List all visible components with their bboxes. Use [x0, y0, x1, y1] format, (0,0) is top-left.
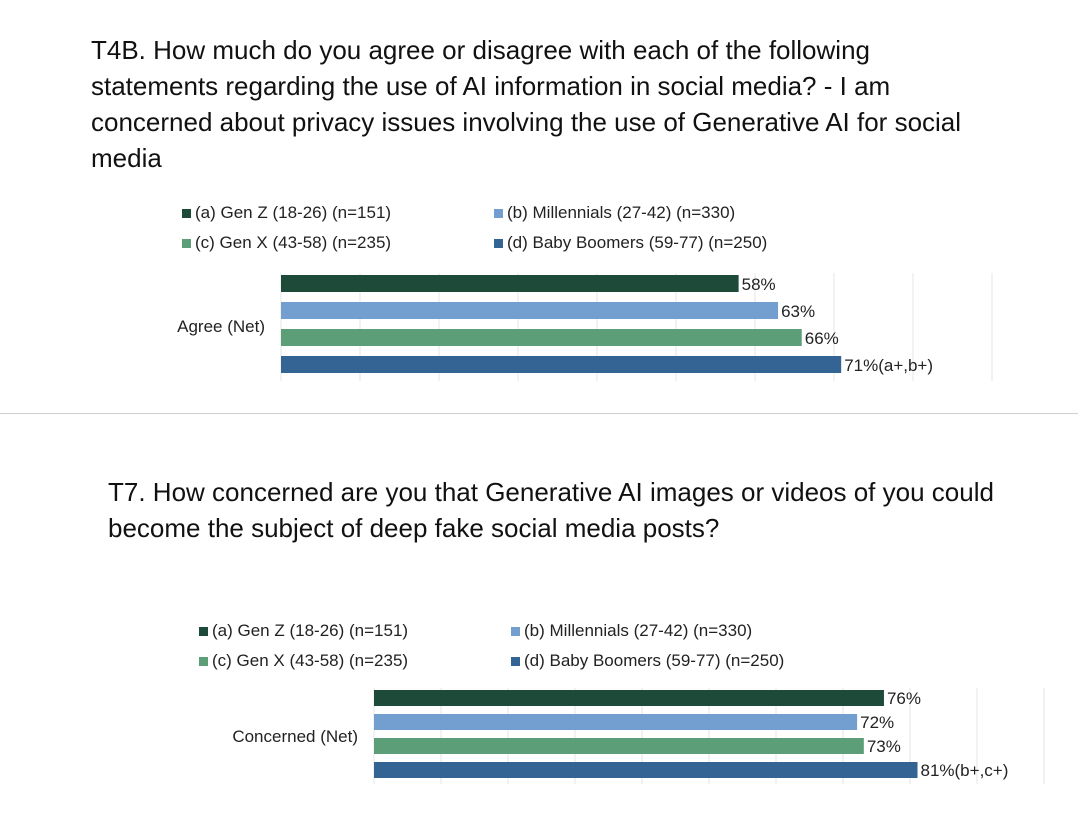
- legend-item-baby-boomers: (d) Baby Boomers (59-77) (n=250): [494, 228, 767, 258]
- legend-item-gen-z: (a) Gen Z (18-26) (n=151): [182, 198, 391, 228]
- bar: [374, 690, 884, 706]
- data-label: 81%(b+,c+): [921, 761, 1009, 780]
- chart-1-title: T4B. How much do you agree or disagree w…: [91, 35, 962, 173]
- legend-swatch: [494, 238, 503, 248]
- data-label: 63%: [781, 302, 815, 321]
- legend-swatch: [182, 238, 191, 248]
- data-label: 58%: [742, 275, 776, 294]
- legend-label: (b) Millennials (27-42) (n=330): [524, 621, 753, 640]
- legend-swatch: [182, 208, 191, 218]
- category-label: Agree (Net): [177, 317, 265, 336]
- bar: [281, 275, 739, 292]
- category-label: Concerned (Net): [232, 727, 358, 746]
- bar: [281, 356, 842, 373]
- bar: [374, 762, 918, 778]
- legend-label: (b) Millennials (27-42) (n=330): [507, 203, 736, 222]
- data-label: 71%(a+,b+): [844, 356, 933, 375]
- legend-swatch: [511, 626, 520, 636]
- legend-item-gen-x: (c) Gen X (43-58) (n=235): [199, 646, 408, 676]
- legend-label: (d) Baby Boomers (59-77) (n=250): [507, 233, 768, 252]
- legend-item-gen-z: (a) Gen Z (18-26) (n=151): [199, 616, 408, 646]
- legend-label: (c) Gen X (43-58) (n=235): [212, 651, 409, 670]
- legend-swatch: [494, 208, 503, 218]
- bar: [374, 714, 858, 730]
- legend-swatch: [199, 656, 208, 666]
- section-divider: [0, 413, 1078, 414]
- data-label: 73%: [867, 737, 901, 756]
- chart-1-legend: (a) Gen Z (18-26) (n=151) (b) Millennial…: [182, 198, 882, 258]
- legend-label: (c) Gen X (43-58) (n=235): [195, 233, 392, 252]
- chart-2-title: T7. How concerned are you that Generativ…: [108, 477, 994, 543]
- data-label: 66%: [805, 329, 839, 348]
- legend-label: (a) Gen Z (18-26) (n=151): [195, 203, 392, 222]
- legend-item-millennials: (b) Millennials (27-42) (n=330): [511, 616, 752, 646]
- bar: [281, 329, 802, 346]
- data-label: 72%: [860, 713, 894, 732]
- legend-label: (a) Gen Z (18-26) (n=151): [212, 621, 409, 640]
- legend-item-millennials: (b) Millennials (27-42) (n=330): [494, 198, 735, 228]
- legend-swatch: [511, 656, 520, 666]
- legend-item-gen-x: (c) Gen X (43-58) (n=235): [182, 228, 391, 258]
- legend-item-baby-boomers: (d) Baby Boomers (59-77) (n=250): [511, 646, 784, 676]
- legend-label: (d) Baby Boomers (59-77) (n=250): [524, 651, 785, 670]
- data-label: 76%: [887, 689, 921, 708]
- legend-swatch: [199, 626, 208, 636]
- bar: [281, 302, 779, 319]
- chart-2-legend: (a) Gen Z (18-26) (n=151) (b) Millennial…: [199, 616, 899, 676]
- bar: [374, 738, 864, 754]
